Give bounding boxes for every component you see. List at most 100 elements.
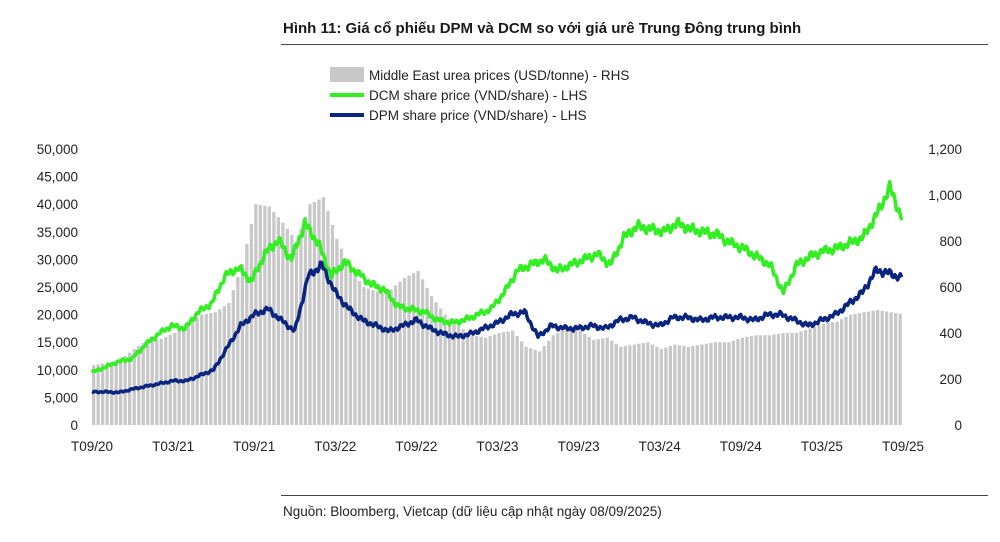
urea-bar	[375, 291, 380, 425]
share-price-lines	[90, 179, 904, 395]
urea-bar	[470, 335, 474, 425]
urea-bar	[303, 216, 308, 425]
urea-bar	[141, 343, 145, 425]
urea-bar	[371, 290, 375, 425]
x-axis-tick-label: T03/22	[314, 439, 356, 454]
urea-bar	[227, 303, 231, 425]
urea-bar	[704, 343, 709, 425]
urea-bar	[650, 344, 654, 425]
x-axis-tick-label: T03/24	[639, 439, 682, 454]
urea-bar	[101, 363, 105, 425]
urea-bar	[673, 344, 677, 425]
right-axis-tick-label: 1,000	[928, 188, 962, 203]
urea-bar	[384, 290, 389, 425]
urea-bar	[592, 339, 596, 425]
urea-bar	[182, 326, 186, 425]
urea-bar	[254, 204, 258, 425]
urea-bar	[817, 325, 821, 425]
urea-bar	[628, 345, 632, 425]
urea-bar	[461, 329, 465, 425]
urea-bar	[407, 275, 411, 425]
left-axis-tick-label: 0	[70, 418, 78, 433]
urea-bar	[402, 277, 407, 425]
urea-bar	[398, 281, 402, 425]
urea-bar	[538, 351, 542, 425]
urea-bar	[637, 343, 641, 425]
urea-bar	[718, 342, 722, 425]
urea-bar	[727, 342, 731, 425]
urea-bar	[614, 343, 618, 425]
left-axis-tick-label: 45,000	[37, 170, 78, 185]
urea-bar	[330, 224, 335, 425]
urea-bar	[96, 364, 100, 425]
urea-bar	[745, 336, 749, 425]
urea-bar	[646, 342, 650, 425]
chart-title: Hình 11: Giá cổ phiếu DPM và DCM so với …	[283, 20, 802, 37]
urea-bar	[853, 313, 857, 425]
urea-bar	[713, 342, 718, 425]
urea-bar	[218, 309, 222, 425]
legend-label-dcm: DCM share price (VND/share) - LHS	[369, 88, 587, 103]
urea-bar	[267, 206, 271, 425]
urea-bar	[695, 345, 699, 425]
urea-bar	[150, 339, 154, 425]
urea-bar	[781, 333, 785, 425]
urea-bar	[294, 241, 299, 425]
urea-bar	[493, 334, 497, 425]
source-note: Nguồn: Bloomberg, Vietcap (dữ liệu cập n…	[283, 504, 662, 519]
urea-bar	[177, 329, 181, 425]
urea-bar	[700, 344, 704, 425]
urea-bar	[308, 204, 312, 425]
urea-bar	[245, 244, 249, 425]
right-axis-tick-label: 800	[939, 234, 962, 249]
urea-bar	[452, 322, 456, 425]
urea-bar	[466, 332, 470, 425]
urea-bar	[339, 248, 344, 425]
urea-bar	[848, 314, 853, 425]
right-axis-tick-label: 0	[954, 418, 962, 433]
urea-bar	[623, 346, 627, 425]
x-axis-tick-label: T09/24	[720, 439, 763, 454]
urea-bar	[497, 333, 501, 425]
urea-bar	[867, 311, 871, 425]
urea-bar	[434, 302, 438, 425]
dcm-price-line	[90, 179, 904, 374]
urea-bar	[830, 322, 835, 425]
left-axis-tick-label: 30,000	[37, 252, 78, 267]
urea-bar	[749, 336, 754, 425]
urea-bar	[632, 344, 636, 425]
urea-bar	[515, 336, 519, 425]
right-axis-tick-label: 1,200	[928, 142, 962, 157]
urea-bar	[569, 329, 573, 425]
urea-bar	[583, 333, 587, 425]
urea-bar	[551, 335, 555, 425]
urea-bar	[758, 335, 763, 425]
urea-bar	[574, 329, 578, 425]
urea-bar	[772, 334, 776, 425]
urea-bar	[619, 346, 623, 425]
urea-bar	[222, 306, 226, 425]
urea-bar	[641, 343, 645, 425]
urea-bar	[479, 336, 483, 425]
urea-bar	[790, 333, 794, 425]
urea-bar	[200, 314, 204, 425]
urea-bar	[565, 328, 569, 425]
x-axis-tick-label: T03/25	[801, 439, 843, 454]
urea-bar	[191, 320, 195, 425]
x-axis-tick-label: T09/20	[71, 439, 113, 454]
urea-bar	[240, 264, 244, 425]
urea-bar	[677, 345, 681, 425]
urea-bar	[785, 333, 790, 425]
urea-bar	[794, 333, 799, 425]
urea-bar	[393, 285, 398, 425]
urea-bar	[506, 331, 510, 425]
urea-bar	[682, 346, 686, 425]
urea-bar	[542, 346, 546, 425]
urea-bar	[871, 310, 875, 425]
urea-bar	[596, 339, 600, 425]
urea-bar	[389, 289, 393, 425]
urea-bar	[438, 308, 443, 425]
urea-bar	[204, 313, 208, 425]
urea-bar	[520, 341, 524, 425]
legend-label-dpm: DPM share price (VND/share) - LHS	[369, 108, 587, 123]
